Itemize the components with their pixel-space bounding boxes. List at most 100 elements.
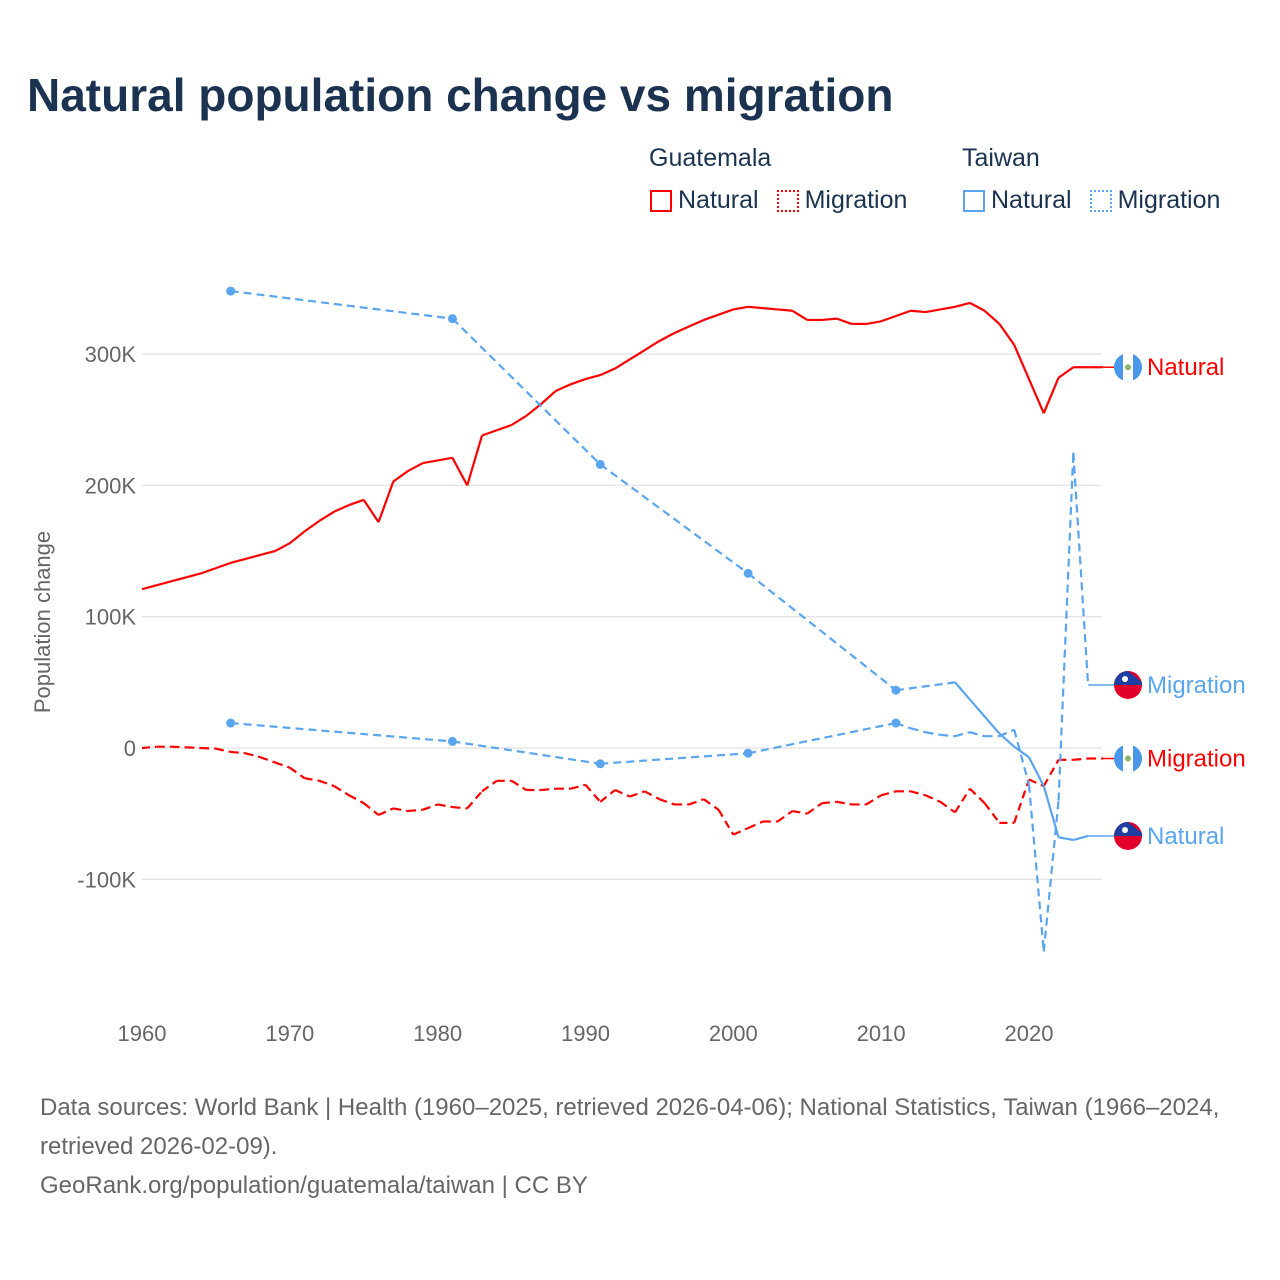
- x-tick-label: 1990: [561, 1021, 610, 1046]
- line-segment: [791, 309, 808, 321]
- line-segment: [466, 790, 483, 810]
- line-segment: [481, 429, 498, 437]
- solid-swatch-icon: [650, 189, 672, 212]
- legend-item-guatemala-migration[interactable]: Migration: [776, 186, 907, 215]
- line-segment: [570, 783, 586, 790]
- line-segment: [629, 349, 646, 361]
- line-segment: [792, 809, 808, 815]
- line-segment: [969, 787, 986, 804]
- legend-label: Migration: [1117, 186, 1221, 214]
- line-segment: [821, 317, 837, 322]
- line-segment: [200, 567, 217, 575]
- line-segment: [880, 790, 897, 797]
- line-segment: [274, 542, 291, 553]
- line-segment: [171, 745, 187, 749]
- line-segment: [407, 462, 424, 472]
- line-segment: [703, 798, 720, 811]
- data-point: [891, 685, 901, 695]
- dotted-swatch-icon: [1089, 189, 1112, 212]
- line-segment: [1013, 745, 1030, 759]
- data-point: [595, 759, 605, 769]
- line-segment: [303, 519, 321, 533]
- x-tick-label: 2000: [709, 1021, 758, 1046]
- line-segment: [599, 789, 616, 803]
- line-segment: [1042, 800, 1060, 952]
- line-segment: [422, 459, 438, 465]
- line-segment: [377, 481, 395, 523]
- y-axis-label: Population change: [30, 531, 55, 713]
- line-segment: [230, 721, 453, 743]
- line-segment: [1013, 779, 1031, 824]
- legend-item-taiwan-migration[interactable]: Migration: [1089, 186, 1221, 215]
- series-guatemala-natural: [141, 301, 1114, 591]
- line-segment: [658, 332, 675, 342]
- line-segment: [481, 779, 498, 793]
- line-segment: [910, 727, 926, 734]
- line-segment: [201, 746, 216, 750]
- line-segment: [806, 802, 823, 815]
- line-segment: [821, 800, 837, 805]
- line-segment: [925, 308, 941, 314]
- line-segment: [910, 309, 926, 314]
- line-segment: [584, 784, 602, 803]
- flag-canton: [1114, 821, 1142, 836]
- line-segment: [1042, 377, 1060, 414]
- line-segment: [407, 808, 423, 813]
- line-segment: [362, 499, 380, 523]
- flag-sun: [1122, 675, 1128, 682]
- end-label-text: Migration: [1147, 672, 1246, 699]
- line-segment: [998, 728, 1015, 738]
- end-label-text: Natural: [1147, 823, 1224, 850]
- line-segment: [732, 827, 749, 836]
- legend-item-guatemala-natural[interactable]: Natural: [650, 186, 759, 215]
- x-tick-label: 1970: [265, 1021, 314, 1046]
- end-label-guatemala-migration: Migration: [1114, 744, 1246, 773]
- end-label-guatemala-natural: Natural: [1114, 353, 1224, 382]
- legend-item-taiwan-natural[interactable]: Natural: [963, 186, 1072, 215]
- line-segment: [230, 750, 246, 755]
- line-segment: [585, 374, 601, 381]
- legend-label: Natural: [678, 186, 759, 214]
- line-segment: [954, 301, 971, 308]
- solid-swatch-icon: [963, 189, 985, 212]
- line-segment: [541, 787, 557, 792]
- line-segment: [969, 731, 985, 738]
- line-segment: [748, 305, 763, 310]
- y-tick-label: -100K: [77, 867, 136, 892]
- line-segment: [318, 510, 335, 522]
- end-label-taiwan-natural: Natural: [1114, 821, 1224, 850]
- line-segment: [910, 790, 926, 797]
- line-segment: [1057, 452, 1075, 801]
- line-segment: [747, 572, 897, 692]
- line-segment: [496, 423, 512, 432]
- data-point: [743, 748, 753, 758]
- data-point: [891, 718, 901, 728]
- line-segment: [733, 305, 749, 311]
- line-segment: [171, 576, 187, 583]
- series-guatemala-migration: [141, 745, 1114, 836]
- y-tick-label: 300K: [85, 342, 137, 367]
- line-segment: [688, 798, 705, 806]
- line-segment: [1057, 366, 1074, 379]
- footer: Data sources: World Bank | Health (1960–…: [40, 1088, 1250, 1205]
- line-segment: [348, 794, 365, 805]
- line-segment: [245, 553, 261, 560]
- line-segment: [422, 803, 439, 811]
- line-segment: [1042, 759, 1060, 787]
- attribution-link[interactable]: GeoRank.org/population/guatemala/taiwan …: [40, 1172, 588, 1199]
- line-segment: [289, 530, 306, 545]
- line-segment: [600, 752, 749, 765]
- line-segment: [437, 456, 453, 462]
- line-segment: [777, 308, 793, 312]
- line-segment: [259, 549, 276, 557]
- line-segment: [259, 756, 276, 764]
- line-segment: [1013, 344, 1030, 380]
- line-segment: [451, 317, 602, 466]
- chart-plot: -100K 0 100K 200K 300K 1960 1970 1980 1990 2000 20…: [30, 286, 1246, 1046]
- line-segment: [333, 785, 350, 797]
- line-segment: [983, 802, 1001, 824]
- x-tick-label: 1960: [118, 1021, 167, 1046]
- line-segment: [540, 390, 557, 405]
- line-segment: [1027, 378, 1045, 414]
- line-segment: [215, 561, 232, 570]
